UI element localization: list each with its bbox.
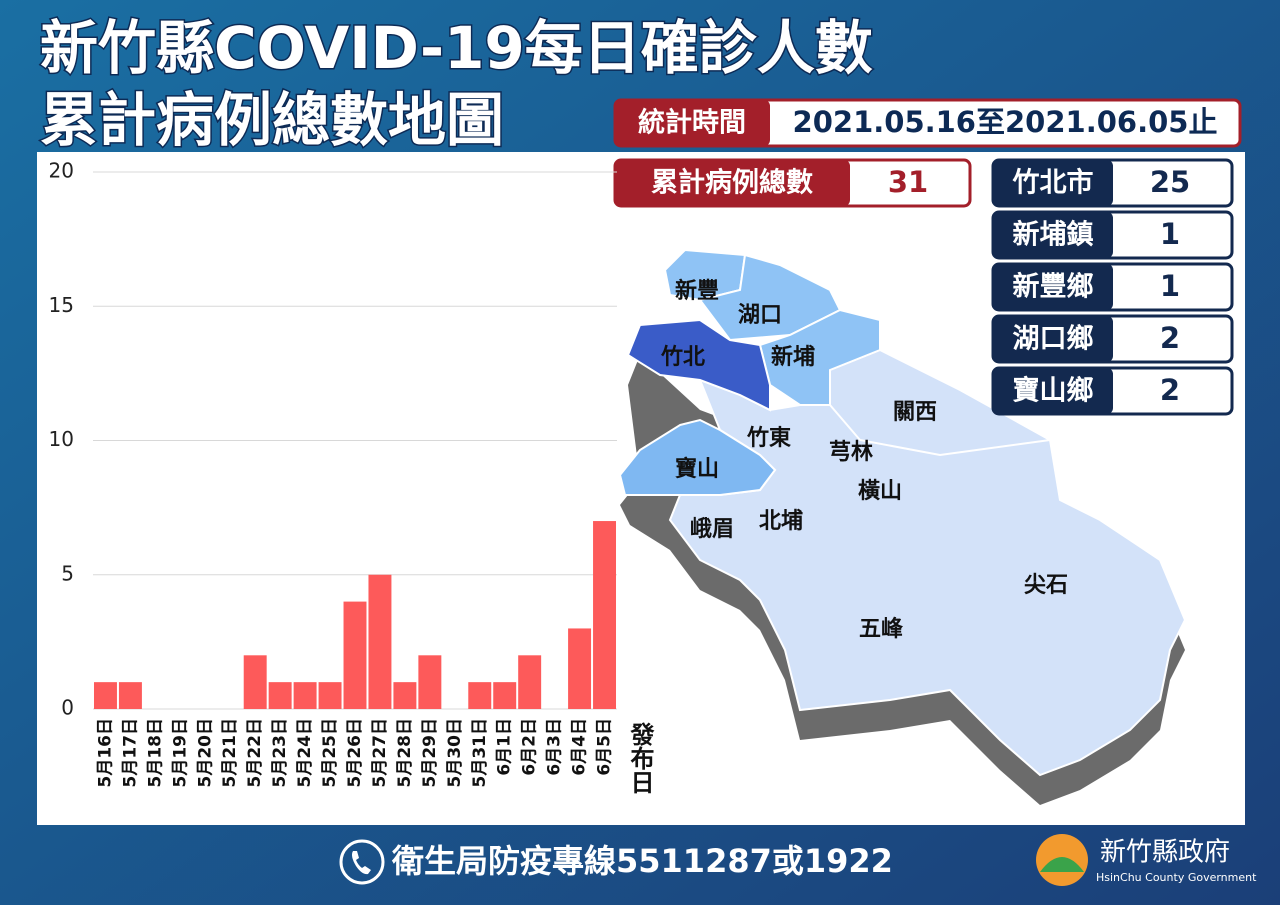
logo	[1040, 857, 1084, 872]
title-line1: 新竹縣COVID-19每日確診人數	[40, 14, 873, 82]
period-value: 2021.05.16至2021.06.05止	[793, 105, 1218, 139]
bar	[318, 682, 342, 709]
x-axis-label: 發布日	[626, 722, 655, 794]
org-name: 新竹縣政府	[1100, 838, 1230, 868]
title-line2: 累計病例總數地圖	[40, 86, 504, 154]
map-label: 橫山	[858, 479, 902, 504]
map-region	[626, 318, 771, 412]
x-tick-label: 6月1日	[495, 718, 515, 776]
map-label: 竹北	[660, 344, 705, 370]
x-tick-label: 5月24日	[295, 718, 315, 788]
x-tick-label: 6月3日	[545, 718, 565, 776]
x-tick-label: 5月27日	[370, 718, 390, 788]
bar	[93, 682, 117, 709]
total-value: 31	[888, 165, 928, 199]
x-tick-label: 5月23日	[270, 718, 290, 788]
y-tick-label: 20	[49, 159, 74, 183]
township-name: 寶山鄉	[1013, 375, 1094, 407]
y-tick-label: 5	[61, 561, 74, 585]
total-label-box	[615, 160, 850, 206]
township-name-box	[993, 316, 1113, 362]
map-label: 新豐	[675, 278, 719, 304]
phone-icon	[339, 839, 385, 885]
township-name: 新埔鎮	[1013, 219, 1094, 251]
map-label: 湖口	[738, 303, 782, 328]
township-name-box	[993, 160, 1113, 206]
township-name-box	[993, 212, 1113, 258]
township-name: 湖口鄉	[1013, 324, 1094, 355]
x-tick-label: 5月16日	[95, 718, 115, 788]
map-label: 北埔	[759, 508, 803, 534]
township-count: 25	[1150, 165, 1190, 199]
bar	[568, 628, 592, 709]
township-name: 竹北市	[1012, 167, 1094, 199]
x-tick-label: 5月28日	[395, 718, 415, 788]
bar	[118, 682, 142, 709]
period-label-box	[615, 100, 770, 146]
map-label: 新埔	[771, 344, 815, 370]
bar	[368, 574, 392, 709]
map-label: 芎林	[829, 440, 873, 465]
bar	[493, 682, 517, 709]
org-name-en: HsinChu County Government	[1096, 871, 1257, 884]
x-tick-label: 6月2日	[520, 718, 540, 776]
x-tick-label: 6月5日	[595, 718, 615, 776]
bar	[268, 682, 292, 709]
township-name-box	[993, 264, 1113, 310]
x-tick-label: 5月25日	[320, 718, 340, 788]
map-label: 寶山	[675, 456, 719, 482]
bar	[393, 682, 417, 709]
y-tick-label: 15	[49, 293, 74, 317]
x-tick-label: 5月18日	[145, 718, 165, 788]
y-tick-label: 0	[61, 696, 74, 720]
map-label: 尖石	[1024, 573, 1068, 598]
map-label: 關西	[893, 400, 937, 425]
y-tick-label: 10	[49, 427, 74, 451]
map-boundary	[829, 404, 1051, 457]
period-label: 統計時間	[638, 107, 746, 139]
x-tick-label: 5月29日	[420, 718, 440, 788]
total-label: 累計病例總數	[651, 167, 813, 199]
township-name-box	[993, 368, 1113, 414]
x-tick-label: 5月20日	[195, 718, 215, 788]
x-tick-label: 5月21日	[220, 718, 240, 788]
bar	[593, 521, 617, 709]
township-count: 2	[1160, 321, 1180, 355]
x-tick-label: 5月17日	[120, 718, 140, 788]
x-tick-label: 6月4日	[570, 718, 590, 776]
bar	[518, 655, 542, 709]
hotline: 衛生局防疫專線5511287或1922	[391, 842, 893, 880]
township-count: 1	[1160, 269, 1180, 303]
bar	[243, 655, 267, 709]
x-tick-label: 5月22日	[245, 718, 265, 788]
phone-icon	[352, 851, 371, 875]
map-label: 五峰	[859, 617, 904, 642]
township-name: 新豐鄉	[1013, 271, 1094, 303]
bar	[468, 682, 492, 709]
township-count: 2	[1160, 373, 1180, 407]
township-count: 1	[1160, 217, 1180, 251]
bar	[343, 601, 367, 709]
bar	[293, 682, 317, 709]
x-tick-label: 5月31日	[470, 718, 490, 788]
map-label: 峨眉	[690, 517, 734, 542]
map-label: 竹東	[746, 425, 791, 451]
x-tick-label: 5月26日	[345, 718, 365, 788]
x-tick-label: 5月30日	[445, 718, 465, 788]
bar	[418, 655, 442, 709]
x-tick-label: 5月19日	[170, 718, 190, 788]
map-region	[618, 418, 777, 496]
